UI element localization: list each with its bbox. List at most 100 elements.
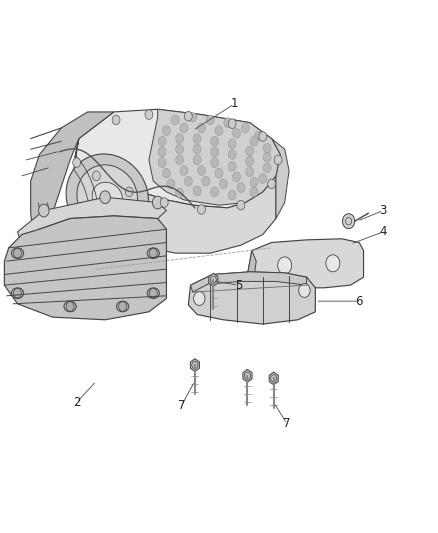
Circle shape — [263, 152, 271, 162]
Circle shape — [198, 166, 205, 175]
Circle shape — [92, 171, 100, 181]
Text: 3: 3 — [380, 204, 387, 217]
Circle shape — [145, 110, 153, 119]
Circle shape — [241, 123, 249, 133]
Circle shape — [184, 111, 192, 121]
Circle shape — [160, 198, 168, 207]
Circle shape — [250, 187, 258, 197]
Circle shape — [211, 187, 219, 197]
Circle shape — [228, 161, 236, 171]
Polygon shape — [191, 359, 199, 372]
Circle shape — [193, 144, 201, 154]
Polygon shape — [209, 273, 218, 286]
Polygon shape — [191, 272, 307, 292]
Circle shape — [202, 176, 210, 186]
Circle shape — [211, 136, 219, 146]
Circle shape — [268, 179, 276, 189]
Text: 5: 5 — [235, 279, 242, 292]
Ellipse shape — [11, 288, 24, 298]
Circle shape — [158, 158, 166, 167]
Polygon shape — [247, 239, 364, 288]
Polygon shape — [269, 372, 278, 385]
Circle shape — [215, 126, 223, 135]
Circle shape — [326, 255, 340, 272]
Circle shape — [254, 131, 262, 141]
Circle shape — [198, 205, 205, 214]
Circle shape — [237, 200, 245, 210]
Circle shape — [250, 177, 258, 187]
Circle shape — [184, 176, 192, 186]
Text: 2: 2 — [73, 396, 81, 409]
Text: 6: 6 — [355, 295, 363, 308]
Circle shape — [219, 179, 227, 189]
Polygon shape — [243, 369, 252, 382]
Circle shape — [176, 134, 184, 143]
Circle shape — [228, 139, 236, 149]
Circle shape — [263, 163, 271, 173]
Circle shape — [228, 190, 236, 200]
Circle shape — [259, 132, 267, 141]
Polygon shape — [188, 272, 315, 324]
Circle shape — [176, 155, 184, 165]
Circle shape — [193, 155, 201, 165]
Circle shape — [180, 123, 188, 133]
Circle shape — [299, 284, 310, 297]
Circle shape — [193, 186, 201, 196]
Circle shape — [343, 214, 355, 229]
Circle shape — [198, 123, 205, 133]
Ellipse shape — [92, 182, 123, 212]
Polygon shape — [18, 197, 166, 245]
Circle shape — [250, 136, 258, 146]
Circle shape — [112, 115, 120, 125]
Circle shape — [211, 158, 219, 167]
Circle shape — [246, 167, 254, 176]
Polygon shape — [4, 216, 166, 320]
Circle shape — [228, 150, 236, 159]
Polygon shape — [74, 109, 280, 208]
Circle shape — [152, 196, 163, 209]
Circle shape — [100, 191, 110, 204]
Circle shape — [158, 136, 166, 146]
Circle shape — [162, 126, 170, 135]
Ellipse shape — [66, 154, 148, 240]
Circle shape — [233, 172, 240, 182]
Circle shape — [39, 204, 49, 217]
Circle shape — [125, 187, 133, 197]
Circle shape — [246, 156, 254, 166]
Circle shape — [171, 115, 179, 125]
Ellipse shape — [11, 248, 24, 259]
Circle shape — [224, 118, 232, 127]
Polygon shape — [70, 139, 276, 253]
Circle shape — [158, 147, 166, 157]
Circle shape — [162, 168, 170, 178]
Circle shape — [237, 183, 245, 192]
Circle shape — [274, 155, 282, 165]
Polygon shape — [272, 139, 289, 219]
Circle shape — [194, 292, 205, 305]
Circle shape — [215, 168, 223, 178]
Circle shape — [263, 143, 271, 153]
Circle shape — [211, 147, 219, 157]
Polygon shape — [31, 112, 114, 266]
Text: 7: 7 — [178, 399, 186, 411]
Text: 7: 7 — [283, 417, 291, 430]
Circle shape — [246, 146, 254, 156]
Text: 1: 1 — [230, 98, 238, 110]
Circle shape — [180, 166, 188, 175]
Ellipse shape — [147, 288, 159, 298]
Circle shape — [193, 134, 201, 143]
Circle shape — [189, 112, 197, 122]
Text: 4: 4 — [379, 225, 387, 238]
Circle shape — [233, 128, 240, 138]
Circle shape — [228, 119, 236, 128]
Ellipse shape — [64, 301, 76, 312]
Circle shape — [176, 188, 184, 198]
Circle shape — [278, 257, 292, 274]
Ellipse shape — [77, 165, 138, 230]
Ellipse shape — [117, 301, 129, 312]
Circle shape — [206, 115, 214, 125]
Polygon shape — [247, 251, 256, 285]
Circle shape — [73, 158, 81, 167]
Circle shape — [167, 179, 175, 189]
Polygon shape — [149, 109, 280, 205]
